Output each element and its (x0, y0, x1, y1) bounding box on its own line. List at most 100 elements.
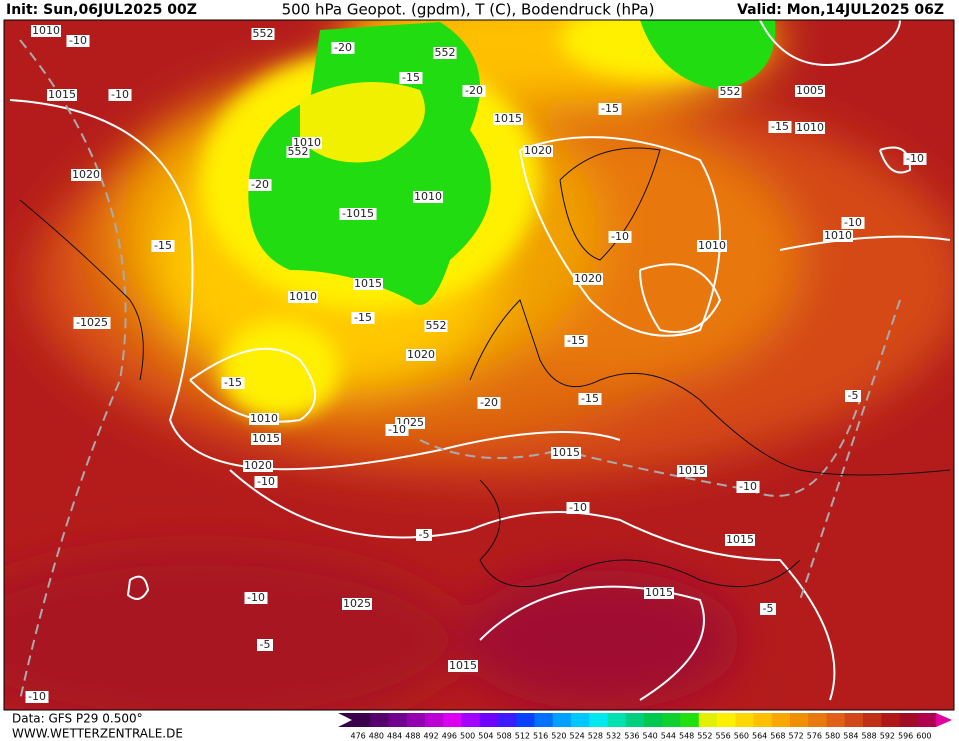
legend-label: 496 (442, 732, 457, 741)
label-box (903, 153, 927, 165)
legend-label: 600 (916, 732, 931, 741)
label-box (697, 240, 727, 252)
label-box (406, 349, 436, 361)
color-swatch (425, 713, 444, 727)
label-box (288, 291, 318, 303)
color-swatch (844, 713, 864, 727)
color-swatch (534, 713, 554, 727)
contour-label: -5 (848, 389, 859, 402)
legend-label: 540 (642, 732, 657, 741)
label-box (254, 476, 278, 488)
legend-label: 596 (898, 732, 913, 741)
label-box (644, 587, 674, 599)
legend-label: 552 (697, 732, 712, 741)
contour-label: 1015 (726, 533, 754, 546)
label-box (551, 447, 581, 459)
contour-label: -10 (739, 480, 757, 493)
contour-label: 1010 (289, 290, 317, 303)
contour-label: 552 (435, 46, 456, 59)
label-box (71, 169, 101, 181)
contour-label: -5 (260, 638, 271, 651)
legend-label: 568 (770, 732, 785, 741)
site-url: WWW.WETTERZENTRALE.DE (12, 727, 183, 741)
contour-label: 1010 (698, 239, 726, 252)
green-area (640, 20, 776, 90)
color-swatch (826, 713, 846, 727)
color-swatch (461, 713, 481, 727)
legend-label: 564 (752, 732, 767, 741)
contour-label: -15 (402, 71, 420, 84)
label-box (108, 89, 132, 101)
contour-label: -20 (480, 396, 498, 409)
label-box (578, 393, 602, 405)
legend-label: 504 (478, 732, 493, 741)
contour-label: 1010 (414, 190, 442, 203)
color-swatch (571, 713, 590, 727)
color-swatch (863, 713, 882, 727)
contour-label: 1015 (48, 88, 76, 101)
label-box (564, 335, 588, 347)
label-box (286, 146, 310, 158)
color-swatch (917, 713, 937, 727)
legend-label: 592 (880, 732, 895, 741)
yellow-area (300, 82, 425, 163)
label-box (823, 230, 853, 242)
coastlines (19, 147, 951, 588)
label-box (249, 413, 279, 425)
isobars (9, 20, 951, 701)
label-box (795, 85, 825, 97)
green-area (248, 22, 491, 305)
label-box (251, 28, 275, 40)
map-title: 500 hPa Geopot. (gpdm), T (C), Bodendruc… (282, 1, 655, 19)
label-box (339, 208, 377, 220)
label-box (399, 72, 423, 84)
label-box (31, 25, 61, 37)
label-box (151, 240, 175, 252)
legend-label: 476 (350, 732, 365, 741)
contour-label: 552 (426, 319, 447, 332)
contour-label: -10 (69, 34, 87, 47)
contour-label: -10 (247, 591, 265, 604)
contour-label: -1025 (76, 316, 108, 329)
legend-arrow-left (338, 713, 352, 727)
legend-label: 544 (661, 732, 676, 741)
label-box (424, 320, 448, 332)
legend-label: 524 (569, 732, 584, 741)
legend-label: 572 (788, 732, 803, 741)
contour-label: 1020 (574, 272, 602, 285)
label-box (795, 122, 825, 134)
label-box (566, 502, 590, 514)
label-box (477, 397, 501, 409)
contour-label: -10 (388, 423, 406, 436)
legend-label: 508 (496, 732, 511, 741)
color-swatch (680, 713, 700, 727)
contour-label: -5 (419, 528, 430, 541)
label-box (385, 424, 409, 436)
label-box (718, 86, 742, 98)
color-legend: 476 480 484 488 492 496 500 504 508 512 516 520 524 5… (338, 713, 952, 741)
color-swatch (790, 713, 809, 727)
contour-label: 1010 (293, 136, 321, 149)
legend-label: 576 (807, 732, 822, 741)
color-swatch (352, 713, 371, 727)
label-box (257, 639, 273, 651)
color-swatch (406, 713, 426, 727)
contour-label: 1020 (72, 168, 100, 181)
color-swatch (899, 713, 919, 727)
legend-label: 584 (843, 732, 858, 741)
legend-arrow-right (936, 713, 952, 727)
legend-label: 484 (387, 732, 402, 741)
label-box (251, 433, 281, 445)
color-swatch (644, 713, 663, 727)
label-box (573, 273, 603, 285)
contour-label: 552 (720, 85, 741, 98)
label-box (677, 465, 707, 477)
contour-label: -15 (771, 120, 789, 133)
contour-label: -20 (465, 84, 483, 97)
label-box (493, 113, 523, 125)
legend-label: 560 (734, 732, 749, 741)
color-swatch (717, 713, 736, 727)
contour-label: 1010 (32, 24, 60, 37)
